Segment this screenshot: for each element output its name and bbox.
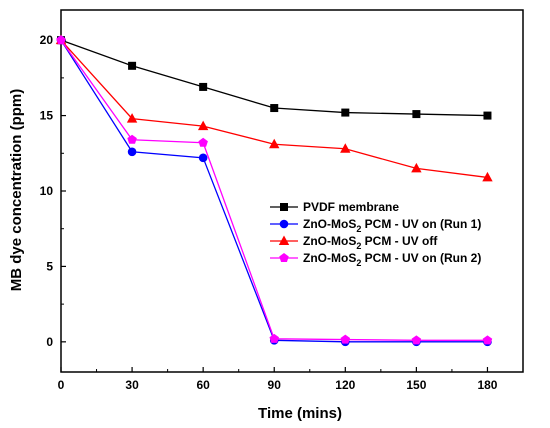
y-axis-ticks: 0 5 10 15 20 bbox=[40, 33, 66, 349]
series-layer bbox=[55, 34, 493, 347]
legend-item: ZnO-MoS2 PCM - UV off bbox=[270, 234, 438, 251]
y-tick-label: 5 bbox=[46, 259, 53, 273]
series-2 bbox=[56, 35, 492, 347]
y-tick-label: 0 bbox=[46, 335, 53, 349]
legend-item: ZnO-MoS2 PCM - UV on (Run 1) bbox=[270, 217, 481, 234]
x-tick-label: 150 bbox=[406, 378, 426, 392]
data-point bbox=[269, 138, 280, 149]
data-point bbox=[198, 137, 208, 147]
legend-label: ZnO-MoS2 PCM - UV off bbox=[303, 234, 438, 251]
series-4 bbox=[56, 35, 493, 345]
x-tick-label: 60 bbox=[196, 378, 210, 392]
y-axis-title: MB dye concentration (ppm) bbox=[8, 89, 25, 292]
x-tick-label: 0 bbox=[58, 378, 65, 392]
data-point bbox=[411, 162, 422, 173]
legend-label: ZnO-MoS2 PCM - UV on (Run 1) bbox=[303, 217, 481, 234]
x-tick-label: 30 bbox=[125, 378, 139, 392]
data-point bbox=[483, 111, 492, 120]
data-point bbox=[127, 147, 137, 157]
legend-marker bbox=[279, 219, 289, 229]
data-point bbox=[127, 134, 137, 144]
data-point bbox=[340, 143, 351, 153]
legend-item: ZnO-MoS2 PCM - UV on (Run 2) bbox=[270, 251, 481, 268]
x-tick-label: 180 bbox=[477, 378, 497, 392]
y-tick-label: 20 bbox=[40, 33, 54, 47]
legend-marker bbox=[279, 253, 289, 263]
x-tick-label: 120 bbox=[335, 378, 355, 392]
legend-marker bbox=[278, 235, 290, 245]
legend-item: PVDF membrane bbox=[270, 200, 399, 214]
data-point bbox=[56, 35, 66, 45]
x-axis-title: Time (mins) bbox=[258, 405, 342, 422]
data-point bbox=[411, 335, 422, 345]
x-axis-ticks: 0 30 60 90 120 150 180 bbox=[58, 367, 498, 392]
series-line bbox=[60, 39, 488, 343]
data-point bbox=[341, 108, 350, 117]
data-point bbox=[412, 110, 421, 119]
y-tick-label: 15 bbox=[40, 109, 54, 123]
data-point bbox=[126, 113, 138, 123]
data-point bbox=[128, 61, 137, 70]
data-point bbox=[269, 333, 279, 343]
x-tick-label: 90 bbox=[268, 378, 282, 392]
legend-marker bbox=[280, 203, 288, 211]
legend-label: ZnO-MoS2 PCM - UV on (Run 2) bbox=[303, 251, 481, 268]
data-point bbox=[482, 335, 493, 345]
legend: PVDF membrane ZnO-MoS2 PCM - UV on (Run 1… bbox=[270, 200, 481, 268]
y-tick-label: 10 bbox=[40, 184, 54, 198]
data-point bbox=[198, 153, 208, 163]
data-point bbox=[199, 82, 208, 91]
series-line bbox=[60, 39, 488, 341]
data-point bbox=[270, 104, 279, 113]
legend-label: PVDF membrane bbox=[303, 200, 399, 214]
data-point bbox=[482, 171, 493, 182]
data-point bbox=[340, 334, 351, 344]
data-point bbox=[197, 120, 209, 131]
